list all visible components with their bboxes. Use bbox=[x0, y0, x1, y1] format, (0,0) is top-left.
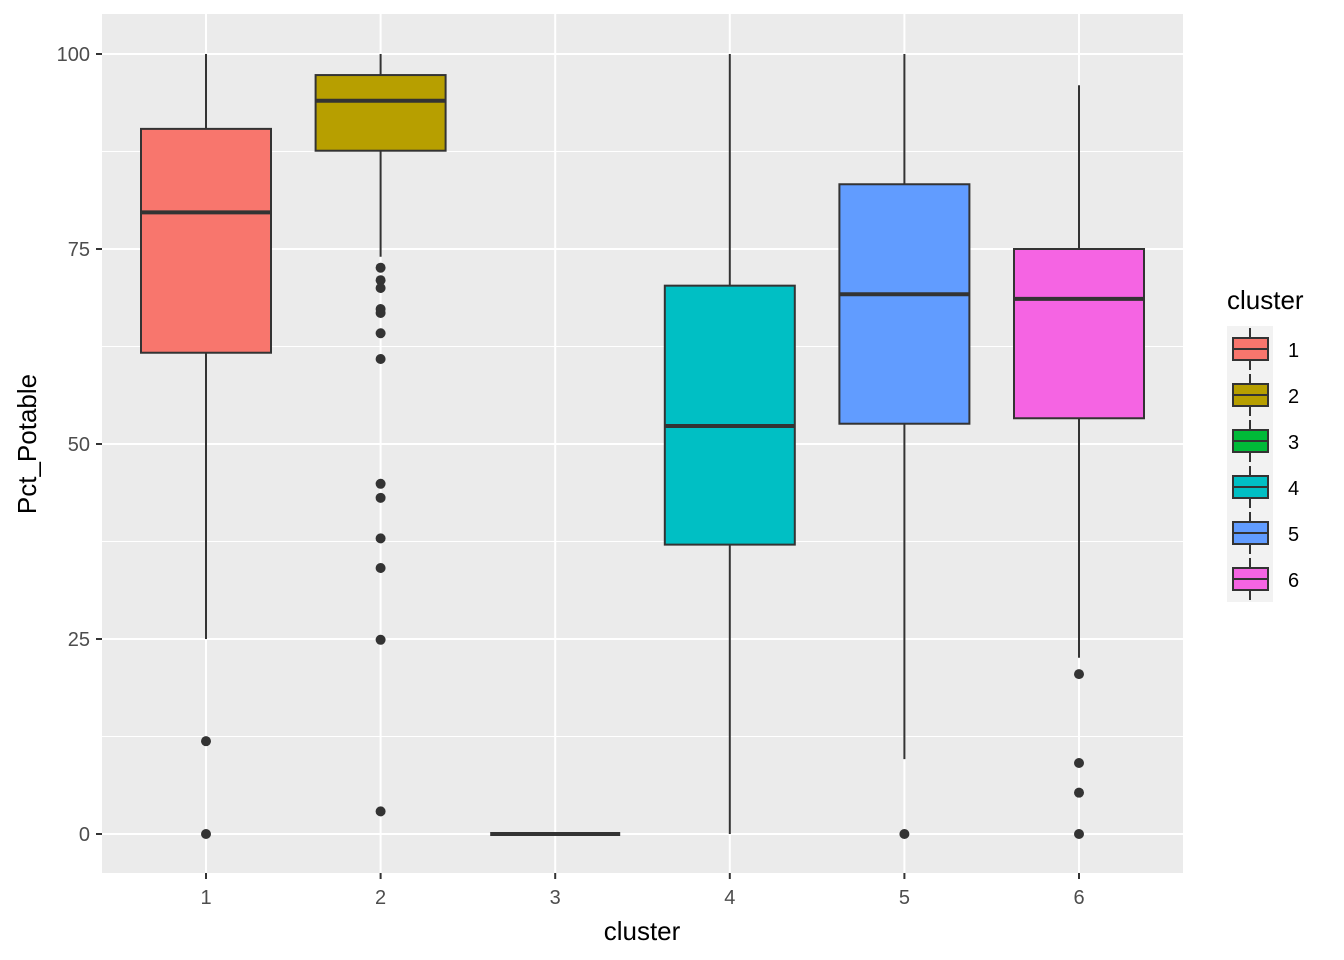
outlier-point bbox=[1074, 669, 1084, 680]
box-cluster-1 bbox=[140, 54, 272, 839]
legend-label: 6 bbox=[1288, 570, 1299, 592]
outlier-point bbox=[1074, 787, 1084, 798]
outlier-point bbox=[375, 262, 386, 273]
x-tick-label: 4 bbox=[724, 887, 735, 909]
outlier-point bbox=[201, 829, 211, 839]
outlier-point bbox=[375, 563, 386, 574]
box-cluster-2 bbox=[314, 54, 447, 817]
x-tick-label: 6 bbox=[1073, 887, 1084, 909]
y-tick-label: 0 bbox=[79, 824, 90, 846]
legend-label: 1 bbox=[1288, 340, 1299, 362]
box-cluster-5 bbox=[838, 54, 971, 839]
x-tick-label: 2 bbox=[375, 887, 386, 909]
outlier-point bbox=[375, 806, 386, 817]
y-tick-label: 50 bbox=[68, 434, 90, 456]
y-axis-title: Pct_Potable bbox=[12, 374, 42, 514]
x-tick-label: 3 bbox=[550, 887, 561, 909]
box bbox=[1013, 248, 1145, 420]
box bbox=[314, 74, 447, 152]
box bbox=[663, 284, 796, 546]
x-tick-label: 1 bbox=[200, 887, 211, 909]
outlier-point bbox=[1074, 829, 1084, 839]
legend: cluster 1 2 3 4 5 6 bbox=[1227, 285, 1304, 602]
box-cluster-4 bbox=[663, 54, 796, 834]
legend-title: cluster bbox=[1227, 285, 1304, 315]
outlier-point bbox=[375, 533, 386, 544]
y-tick-label: 25 bbox=[68, 629, 90, 651]
legend-label: 5 bbox=[1288, 524, 1299, 546]
outlier-point bbox=[375, 328, 386, 339]
legend-label: 4 bbox=[1288, 478, 1299, 500]
box bbox=[838, 183, 971, 425]
legend-label: 2 bbox=[1288, 386, 1299, 408]
x-axis-title: cluster bbox=[604, 916, 681, 946]
outlier-point bbox=[375, 275, 386, 286]
box bbox=[140, 127, 272, 354]
outlier-point bbox=[375, 634, 386, 645]
outlier-point bbox=[375, 353, 386, 364]
box-cluster-6 bbox=[1013, 85, 1145, 839]
outlier-point bbox=[201, 736, 211, 747]
legend-label: 3 bbox=[1288, 432, 1299, 454]
outlier-point bbox=[899, 829, 910, 839]
y-tick-label: 100 bbox=[57, 44, 90, 66]
outlier-point bbox=[1074, 758, 1084, 769]
outlier-point bbox=[375, 478, 386, 489]
outlier-point bbox=[375, 307, 386, 318]
outlier-point bbox=[375, 283, 386, 293]
outlier-point bbox=[375, 492, 386, 503]
y-tick-label: 75 bbox=[68, 239, 90, 261]
x-tick-label: 5 bbox=[899, 887, 910, 909]
